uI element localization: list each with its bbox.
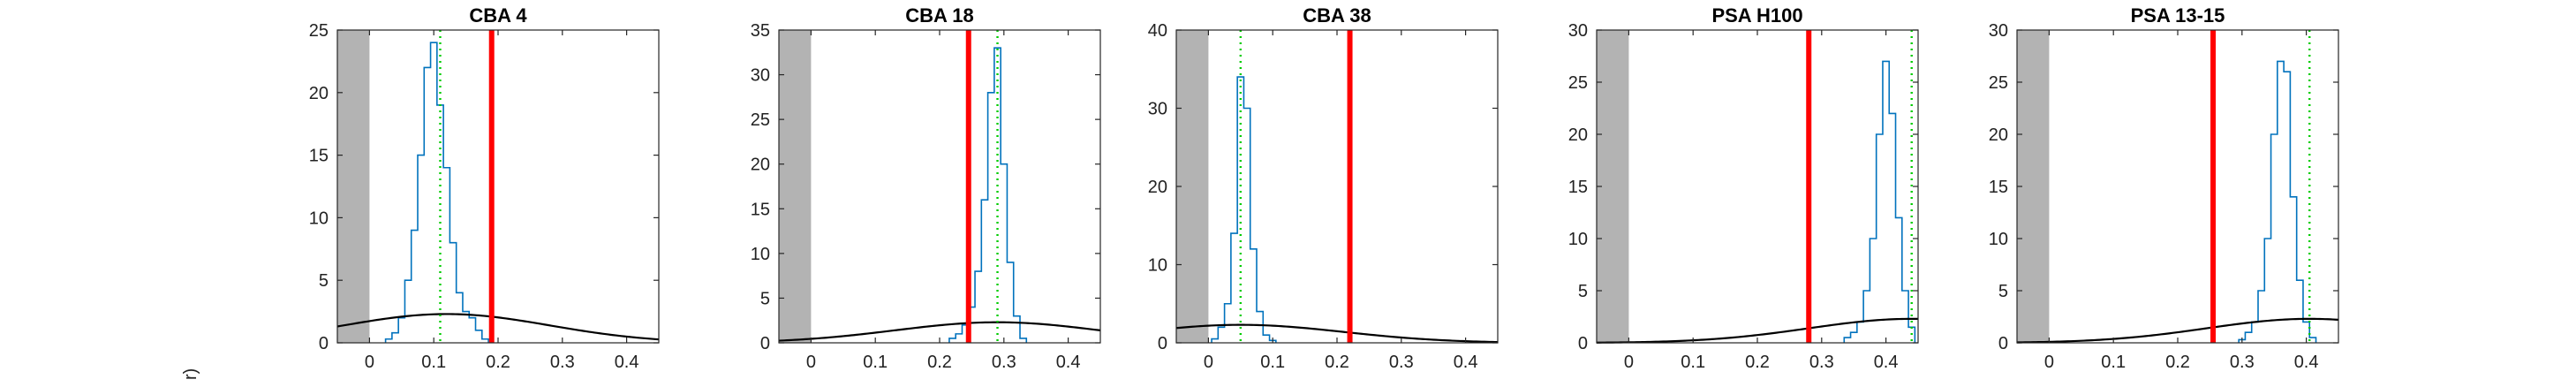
- panel-title: CBA 4: [469, 4, 527, 27]
- shaded-region: [1176, 30, 1209, 343]
- y-tick-label: 25: [1989, 73, 2008, 93]
- y-tick-label: 30: [751, 66, 770, 86]
- y-tick-label: 20: [1568, 125, 1588, 145]
- x-tick-label: 0.4: [1874, 353, 1899, 372]
- y-tick-label: 40: [1148, 21, 1167, 41]
- y-tick-label: 25: [309, 21, 329, 41]
- shaded-region: [779, 30, 812, 343]
- x-tick-label: 0: [2044, 353, 2054, 372]
- x-tick-label: 0.3: [992, 353, 1016, 372]
- y-tick-label: 10: [751, 245, 770, 264]
- y-tick-label: 30: [1148, 100, 1167, 119]
- x-tick-label: 0.4: [615, 353, 639, 372]
- panel-title: PSA 13-15: [2131, 4, 2225, 27]
- axes-box: [1596, 29, 1919, 344]
- y-tick-label: 10: [1568, 230, 1588, 249]
- x-tick-label: 0.4: [2294, 353, 2319, 372]
- x-tick-label: 0.3: [1389, 353, 1414, 372]
- chart-panel-4: 0 0.1 0.2 0.3 0.4 0 5 10 15 20 25 30 PSA H100: [1568, 4, 1919, 372]
- x-tick-label: 0.3: [2230, 353, 2255, 372]
- y-tick-label: 10: [309, 209, 329, 228]
- y-tick-label: 15: [309, 147, 329, 166]
- y-tick-label: 20: [751, 156, 770, 175]
- chart-panel-1: 0 0.1 0.2 0.3 0.4 0 5 10 15 20 25 CBA 4: [309, 4, 660, 372]
- histogram-series: [1211, 76, 1277, 343]
- x-tick-label: 0.2: [927, 353, 952, 372]
- y-tick-label: 30: [1568, 21, 1588, 41]
- x-tick-label: 0.4: [1454, 353, 1478, 372]
- x-tick-label: 0.2: [1745, 353, 1770, 372]
- y-tick-label: 20: [1148, 178, 1167, 197]
- y-tick-label: 5: [760, 289, 770, 308]
- y-tick-label: 0: [1998, 334, 2008, 353]
- panels: 0 0.1 0.2 0.3 0.4 0 5 10 15 20 25 CBA 4 0 0.1 0.2 0.3 0.…: [309, 4, 2339, 372]
- panel-title: PSA H100: [1711, 4, 1802, 27]
- density-curve: [1596, 317, 1919, 344]
- x-tick-label: 0.1: [1681, 353, 1705, 372]
- y-tick-label: 10: [1989, 230, 2008, 249]
- y-tick-label: 0: [760, 334, 770, 353]
- density-curve: [778, 321, 1101, 342]
- x-tick-label: 0.3: [550, 353, 575, 372]
- y-tick-label: 30: [1989, 21, 2008, 41]
- chart-panel-3: 0 0.1 0.2 0.3 0.4 0 10 20 30 40 CBA 38: [1148, 4, 1499, 372]
- axes-box: [778, 29, 1101, 344]
- x-tick-label: 0: [1624, 353, 1634, 372]
- y-tick-label: 20: [309, 84, 329, 103]
- panel-title: CBA 18: [905, 4, 973, 27]
- y-tick-label: 15: [751, 200, 770, 219]
- y-tick-label: 25: [1568, 73, 1588, 93]
- y-tick-label: 0: [1578, 334, 1588, 353]
- y-tick-label: 5: [319, 271, 329, 291]
- y-tick-label: 20: [1989, 125, 2008, 145]
- x-tick-label: 0.3: [1809, 353, 1834, 372]
- y-tick-label: 15: [1989, 178, 2008, 197]
- chart-panel-2: 0 0.1 0.2 0.3 0.4 0 5 10 15 20 25 30 35 CBA 18: [751, 4, 1101, 372]
- x-tick-label: 0.1: [421, 353, 446, 372]
- density-curve: [1175, 323, 1499, 344]
- density-curve: [336, 313, 660, 341]
- x-tick-label: 0.2: [2165, 353, 2190, 372]
- histogram-series: [384, 42, 489, 343]
- shaded-region: [1597, 30, 1629, 343]
- y-tick-label: 0: [319, 334, 329, 353]
- panel-title: CBA 38: [1303, 4, 1371, 27]
- x-tick-label: 0: [365, 353, 374, 372]
- x-tick-label: 0.2: [486, 353, 510, 372]
- y-tick-label: 5: [1578, 282, 1588, 301]
- axes-box: [1175, 29, 1499, 344]
- x-tick-label: 0: [1204, 353, 1213, 372]
- y-tick-label: 15: [1568, 178, 1588, 197]
- shaded-region: [337, 30, 370, 343]
- histogram-series: [948, 47, 1028, 343]
- histogram-series: [2238, 60, 2317, 343]
- shaded-region: [2017, 30, 2050, 343]
- x-tick-label: 0.2: [1325, 353, 1349, 372]
- x-tick-label: 0.1: [2101, 353, 2126, 372]
- y-tick-label: 10: [1148, 256, 1167, 276]
- x-tick-label: 0.1: [863, 353, 888, 372]
- y-tick-label: 5: [1998, 282, 2008, 301]
- y-tick-label: 25: [751, 110, 770, 130]
- chart-panel-5: 0 0.1 0.2 0.3 0.4 0 5 10 15 20 25 30 PSA 13-15: [1989, 4, 2339, 372]
- axes-box: [336, 29, 660, 344]
- x-tick-label: 0: [806, 353, 816, 372]
- y-axis-label-fragment: r): [181, 368, 200, 380]
- y-tick-label: 35: [751, 21, 770, 41]
- y-tick-label: 0: [1158, 334, 1167, 353]
- x-tick-label: 0.1: [1260, 353, 1285, 372]
- density-curve: [2016, 317, 2339, 344]
- x-tick-label: 0.4: [1056, 353, 1081, 372]
- histogram-series: [1843, 60, 1916, 343]
